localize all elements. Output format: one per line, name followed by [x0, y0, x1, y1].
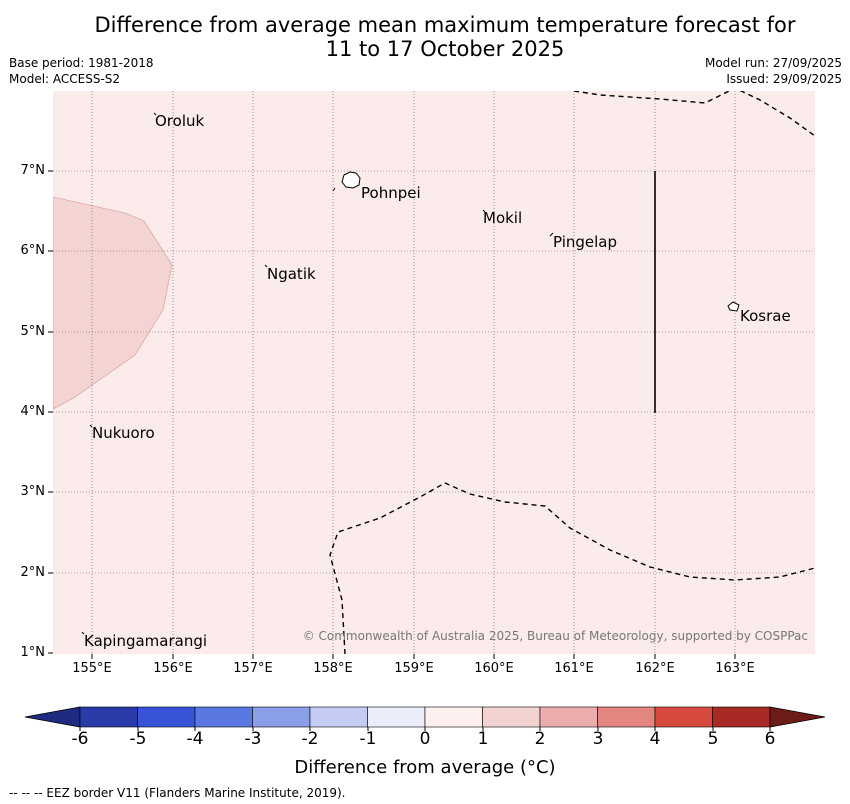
issued-label: Issued: 29/09/2025	[726, 72, 842, 86]
island-marker	[332, 187, 336, 192]
eez-border	[329, 91, 815, 654]
colorbar-cell	[252, 706, 311, 728]
colorbar-tick-label: 3	[592, 729, 604, 749]
colorbar-tick-label: 0	[419, 729, 431, 749]
island-marker	[264, 264, 268, 268]
lat-tick-label: 1°N	[20, 645, 46, 660]
kosrae-island-shape	[727, 301, 740, 312]
model-label: Model: ACCESS-S2	[9, 72, 121, 86]
island-marker	[89, 424, 93, 428]
place-label-pingelap: Pingelap	[553, 233, 617, 251]
place-label-oroluk: Oroluk	[155, 112, 204, 130]
lon-tick-label: 159°E	[394, 661, 434, 676]
colorbar-tick-label: -1	[359, 729, 377, 749]
colorbar-title: Difference from average (°C)	[294, 757, 556, 778]
colorbar-tick-label: -4	[186, 729, 204, 749]
map-title-line-2: 11 to 17 October 2025	[325, 37, 565, 61]
lon-tick-label: 161°E	[554, 661, 594, 676]
colorbar-cell	[654, 706, 713, 728]
colorbar-cell	[367, 706, 426, 728]
colorbar-tick-label: 5	[707, 729, 719, 749]
map-background-category	[53, 91, 815, 654]
colorbar-cell	[539, 706, 598, 728]
lon-tick-label: 160°E	[474, 661, 514, 676]
colorbar-tick-label: -3	[244, 729, 262, 749]
colorbar-tick-label: -6	[71, 729, 89, 749]
lat-tick-label: 3°N	[20, 484, 46, 499]
place-label-kapingamarangi: Kapingamarangi	[84, 632, 207, 650]
lat-tick-label: 4°N	[20, 404, 46, 419]
place-label-nukuoro: Nukuoro	[92, 424, 155, 442]
map-title-line-1: Difference from average mean maximum tem…	[94, 13, 796, 37]
colorbar-cell	[597, 706, 656, 728]
colorbar-cell	[79, 706, 138, 728]
colorbar-tick-label: 4	[649, 729, 661, 749]
lon-tick-label: 156°E	[153, 661, 193, 676]
lat-tick-label: 7°N	[20, 163, 46, 178]
colorbar-ticks	[79, 727, 771, 731]
place-label-kosrae: Kosrae	[740, 307, 791, 325]
base-period-label: Base period: 1981-2018	[9, 56, 154, 70]
colorbar-cell	[137, 706, 196, 728]
colorbar-tick-label: 6	[764, 729, 776, 749]
colorbar-under-arrow	[24, 706, 81, 728]
lon-tick-label: 155°E	[72, 661, 112, 676]
place-label-mokil: Mokil	[483, 209, 522, 227]
copyright-notice: © Commonwealth of Australia 2025, Bureau…	[303, 629, 808, 643]
eez-legend-note: -- -- -- EEZ border V11 (Flanders Marine…	[9, 786, 346, 800]
island-marker	[153, 112, 157, 116]
colorbar-tick-label: -2	[301, 729, 319, 749]
colorbar-cell	[482, 706, 541, 728]
place-label-pohnpei: Pohnpei	[361, 184, 421, 202]
colorbar	[79, 706, 771, 728]
model-run-label: Model run: 27/09/2025	[704, 56, 842, 70]
island-marker	[549, 232, 554, 237]
place-label-ngatik: Ngatik	[267, 265, 316, 283]
colorbar-cell	[194, 706, 253, 728]
colorbar-over-arrow	[769, 706, 826, 728]
island-marker	[482, 209, 486, 213]
lat-tick-label: 5°N	[20, 324, 46, 339]
lat-tick-label: 6°N	[20, 243, 46, 258]
island-marker	[81, 631, 85, 635]
warm-anomaly-patch	[53, 196, 173, 410]
colorbar-cell	[424, 706, 483, 728]
colorbar-cell	[712, 706, 771, 728]
lat-tick-label: 2°N	[20, 565, 46, 580]
colorbar-tick-label: 2	[534, 729, 546, 749]
lon-tick-label: 158°E	[313, 661, 353, 676]
colorbar-tick-label: 1	[477, 729, 489, 749]
pohnpei-island-shape	[341, 171, 361, 189]
lon-tick-label: 162°E	[635, 661, 675, 676]
colorbar-cell	[309, 706, 368, 728]
axis-ticks	[48, 170, 736, 659]
colorbar-tick-label: -5	[129, 729, 147, 749]
lon-tick-label: 163°E	[715, 661, 755, 676]
lon-tick-label: 157°E	[233, 661, 273, 676]
